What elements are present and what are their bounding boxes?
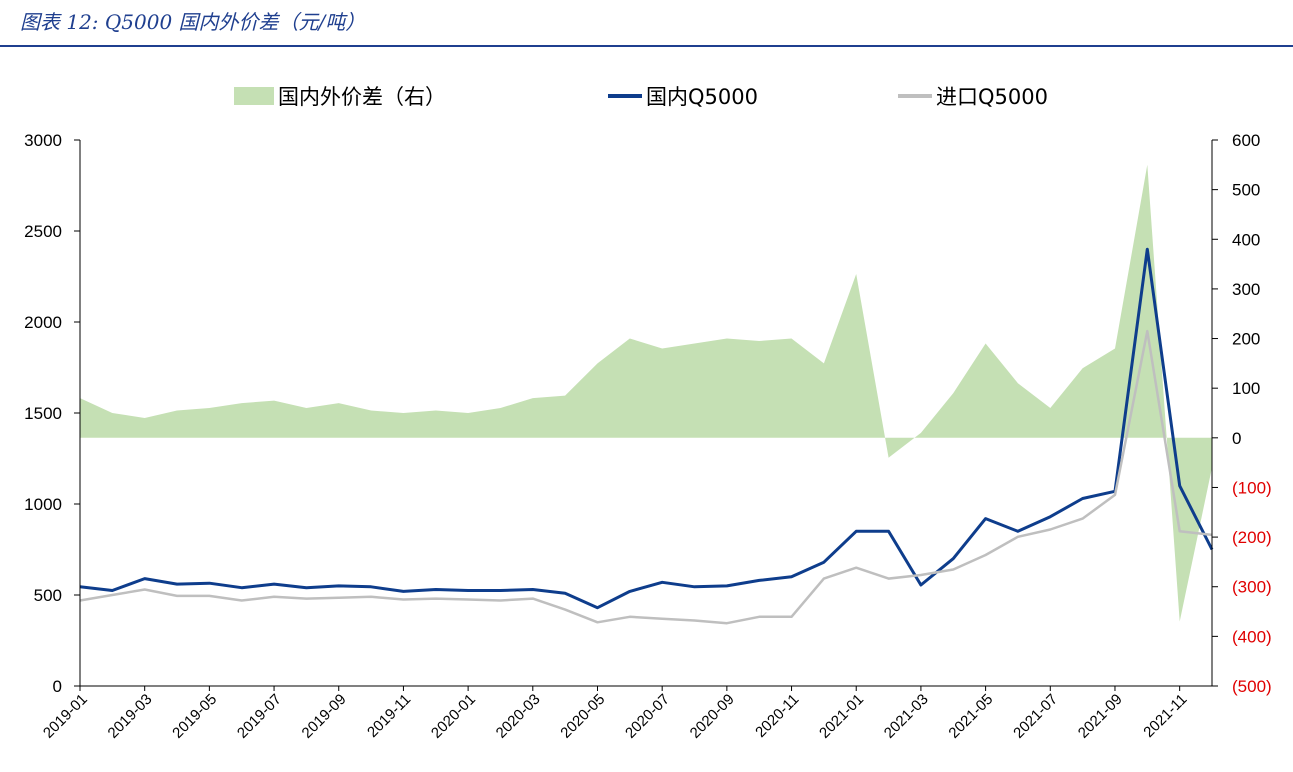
x-tick-label: 2020-07 — [622, 691, 673, 742]
spread-area — [80, 164, 1212, 622]
x-tick-label: 2020-03 — [493, 691, 544, 742]
x-tick-label: 2019-11 — [364, 691, 414, 741]
left-tick-label: 0 — [53, 677, 62, 696]
right-tick-label: (500) — [1232, 677, 1272, 696]
x-tick-label: 2019-05 — [169, 691, 220, 742]
right-tick-label: 100 — [1232, 379, 1260, 398]
x-tick-label: 2019-01 — [40, 691, 91, 742]
right-tick-label: (200) — [1232, 528, 1272, 547]
x-tick-label: 2021-01 — [816, 691, 867, 742]
legend-swatch-spread — [234, 87, 274, 105]
right-tick-label: 600 — [1232, 131, 1260, 150]
x-tick-label: 2020-05 — [557, 691, 608, 742]
x-tick-label: 2021-11 — [1140, 691, 1190, 741]
chart-caption: 图表 12: Q5000 国内外价差（元/吨） — [20, 10, 366, 34]
right-tick-label: 0 — [1232, 429, 1241, 448]
x-tick-label: 2021-05 — [945, 691, 996, 742]
line-layer — [79, 247, 1214, 625]
left-tick-label: 2500 — [24, 222, 62, 241]
x-tick-label: 2021-07 — [1010, 691, 1061, 742]
x-tick-label: 2019-09 — [299, 691, 350, 742]
legend-label-spread: 国内外价差（右） — [278, 85, 446, 109]
right-tick-label: (300) — [1232, 578, 1272, 597]
right-tick-label: 200 — [1232, 330, 1260, 349]
right-tick-label: 300 — [1232, 280, 1260, 299]
left-tick-label: 2000 — [24, 313, 62, 332]
right-tick-label: (400) — [1232, 627, 1272, 646]
right-tick-label: 400 — [1232, 230, 1260, 249]
left-tick-label: 3000 — [24, 131, 62, 150]
x-tick-label: 2019-03 — [105, 691, 156, 742]
x-tick-label: 2020-09 — [687, 691, 738, 742]
x-tick-label: 2021-09 — [1075, 691, 1126, 742]
legend-label-domestic: 国内Q5000 — [646, 85, 758, 109]
left-tick-label: 500 — [34, 586, 62, 605]
caption-rule — [0, 45, 1293, 47]
import-q5000-line — [79, 329, 1213, 625]
x-tick-label: 2020-11 — [752, 691, 802, 741]
x-tick-label: 2021-03 — [881, 691, 932, 742]
x-tick-label: 2019-07 — [234, 691, 285, 742]
left-tick-label: 1000 — [24, 495, 62, 514]
legend-label-import: 进口Q5000 — [936, 85, 1048, 109]
right-tick-label: (100) — [1232, 478, 1272, 497]
area-layer — [80, 164, 1212, 622]
right-tick-label: 500 — [1232, 181, 1260, 200]
domestic-q5000-line — [79, 247, 1214, 610]
x-tick-label: 2020-01 — [428, 691, 479, 742]
left-tick-label: 1500 — [24, 404, 62, 423]
legend: 国内外价差（右） 国内Q5000 进口Q5000 — [234, 85, 1048, 109]
